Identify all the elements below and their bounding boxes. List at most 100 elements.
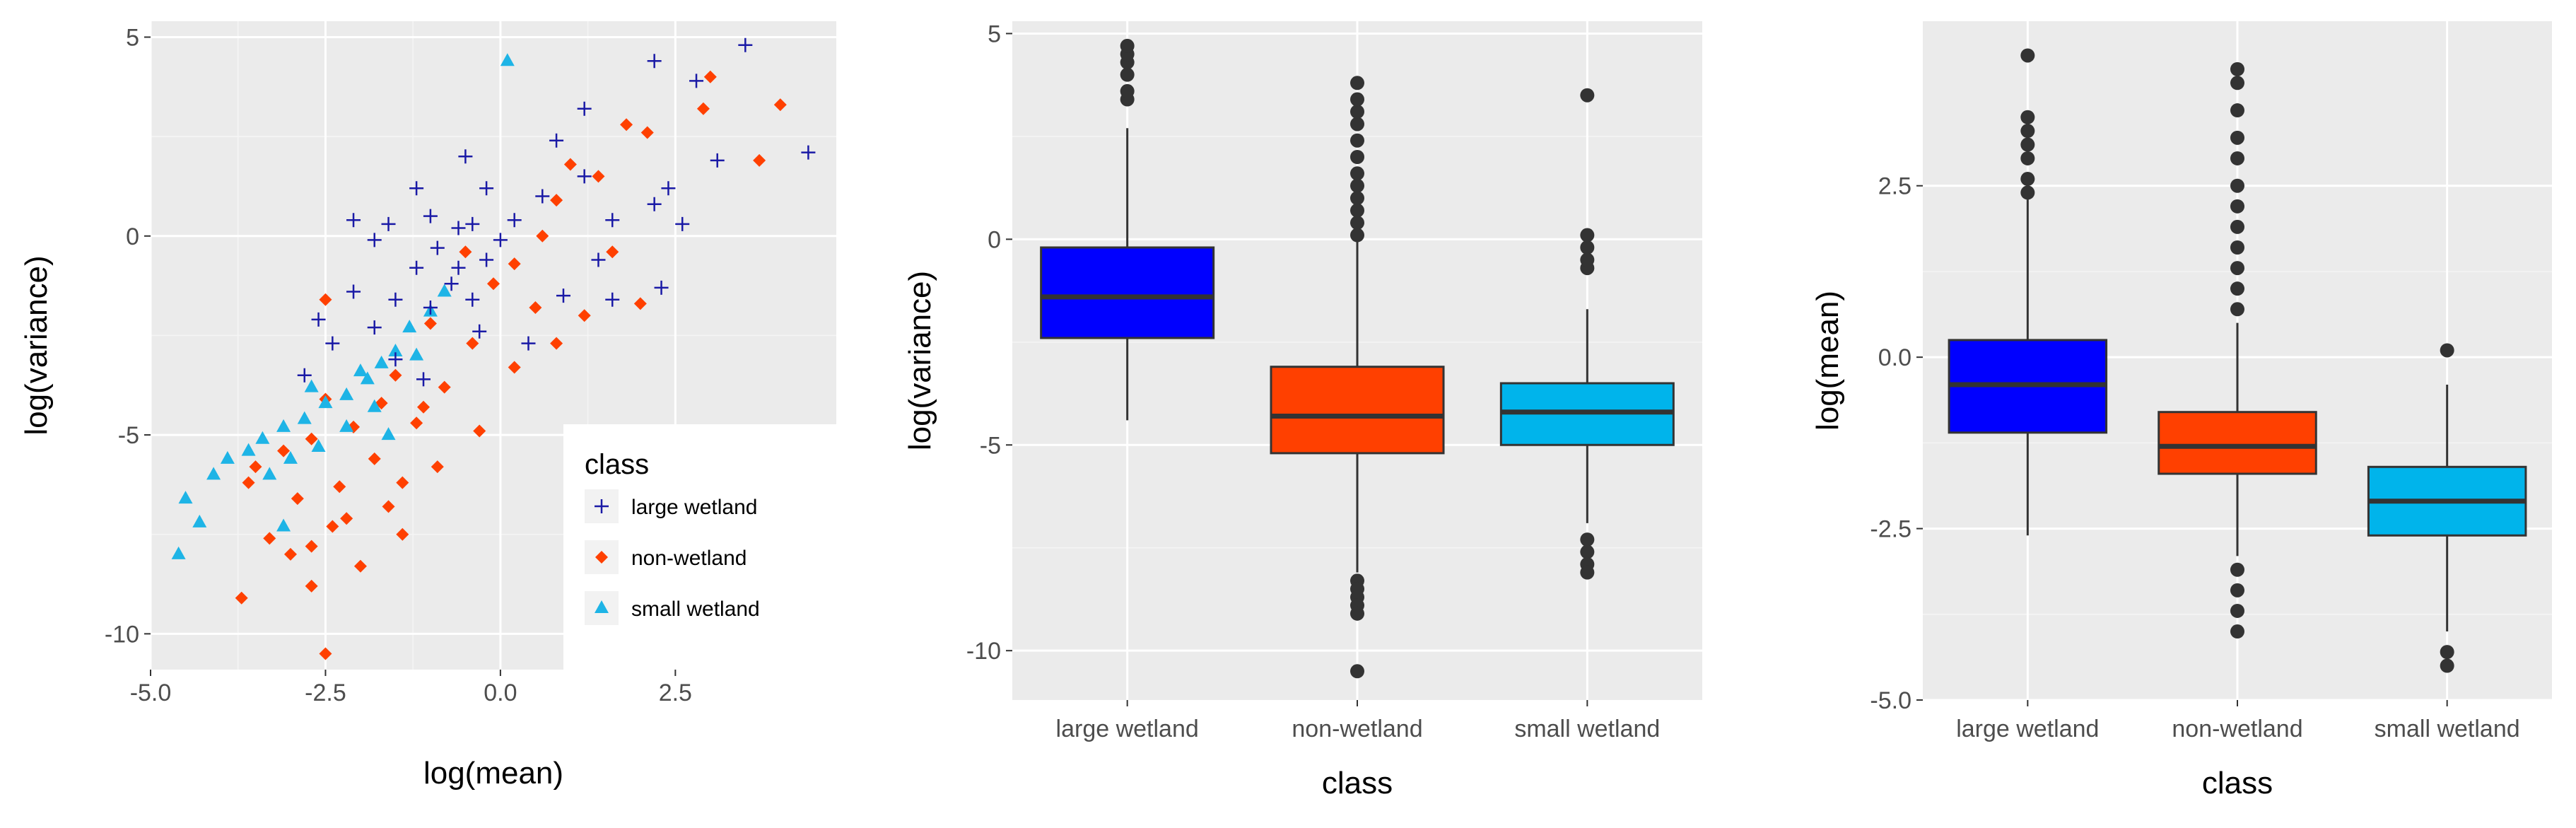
scatter-point-large-wetland bbox=[451, 221, 466, 235]
x-tick-label: small wetland bbox=[2375, 716, 2520, 742]
scatter-point-small-wetland bbox=[381, 427, 396, 441]
scatter-point-non-wetland bbox=[466, 337, 479, 350]
outlier-non-wetland bbox=[2230, 62, 2244, 76]
y-tick-label: 5 bbox=[988, 21, 1001, 47]
outlier-non-wetland bbox=[2230, 624, 2244, 639]
outlier-non-wetland bbox=[1350, 166, 1364, 181]
y-axis-title: log(variance) bbox=[903, 271, 937, 450]
y-axis-title: log(mean) bbox=[1810, 291, 1845, 431]
scatter-point-non-wetland bbox=[291, 492, 304, 506]
scatter-point-large-wetland bbox=[472, 324, 487, 339]
y-tick-label: 0 bbox=[988, 226, 1001, 253]
outlier-non-wetland bbox=[1350, 117, 1364, 132]
scatter-point-non-wetland bbox=[277, 444, 291, 457]
scatter-point-small-wetland bbox=[276, 518, 291, 532]
scatter-panel: -5.0 -2.5 0.0 2.5 5 0 -5 -10 log(mean) log(varian… bbox=[19, 21, 836, 791]
scatter-point-small-wetland bbox=[255, 431, 270, 444]
outlier-non-wetland bbox=[1350, 178, 1364, 193]
scatter-point-non-wetland bbox=[305, 579, 318, 593]
box-large-wetland bbox=[1040, 246, 1215, 339]
y-tick-label: -5.0 bbox=[1870, 687, 1911, 714]
x-axis-title: log(mean) bbox=[423, 756, 563, 791]
scatter-point-large-wetland bbox=[423, 301, 438, 315]
outlier-non-wetland bbox=[1350, 216, 1364, 231]
outlier-large-wetland bbox=[2020, 124, 2035, 139]
outlier-small-wetland bbox=[1580, 544, 1595, 559]
outlier-non-wetland bbox=[2230, 130, 2244, 145]
scatter-point-large-wetland bbox=[409, 181, 424, 196]
scatter-point-non-wetland bbox=[773, 98, 787, 112]
outlier-large-wetland bbox=[2020, 185, 2035, 200]
scatter-point-small-wetland bbox=[500, 53, 515, 66]
x-axis-title: class bbox=[1322, 766, 1393, 800]
scatter-point-large-wetland bbox=[444, 276, 459, 291]
scatter-point-non-wetland bbox=[696, 102, 710, 115]
scatter-point-large-wetland bbox=[416, 372, 431, 387]
scatter-point-non-wetland bbox=[578, 309, 591, 322]
legend-label: large wetland bbox=[631, 496, 757, 519]
scatter-point-large-wetland bbox=[388, 352, 403, 367]
legend-key-diamond bbox=[595, 551, 608, 564]
y-tick-label: -2.5 bbox=[1870, 516, 1911, 543]
outlier-non-wetland bbox=[2230, 240, 2244, 255]
outlier-small-wetland bbox=[1580, 88, 1595, 103]
scatter-point-small-wetland bbox=[262, 467, 277, 480]
scatter-point-non-wetland bbox=[563, 158, 577, 171]
scatter-point-large-wetland bbox=[605, 292, 620, 307]
outlier-non-wetland bbox=[1350, 191, 1364, 206]
x-tick-label: large wetland bbox=[1056, 716, 1199, 742]
scatter-point-large-wetland bbox=[423, 209, 438, 223]
mean-boxplot-panel: 2.5 0.0 -2.5 -5.0 large wetland non-wetland sm… bbox=[1810, 21, 2552, 800]
scatter-point-large-wetland bbox=[367, 320, 382, 335]
scatter-point-large-wetland bbox=[465, 292, 480, 307]
x-tick-label: large wetland bbox=[1956, 716, 2099, 742]
outlier-non-wetland bbox=[1350, 228, 1364, 243]
scatter-point-large-wetland bbox=[381, 216, 396, 231]
scatter-point-non-wetland bbox=[508, 257, 521, 271]
scatter-point-large-wetland bbox=[577, 101, 592, 116]
outlier-large-wetland bbox=[1120, 67, 1135, 82]
outlier-non-wetland bbox=[2230, 151, 2244, 165]
scatter-point-non-wetland bbox=[550, 194, 563, 207]
scatter-point-non-wetland bbox=[396, 527, 409, 541]
x-tick-label: -2.5 bbox=[305, 680, 346, 706]
outlier-non-wetland bbox=[2230, 583, 2244, 597]
outlier-non-wetland bbox=[2230, 219, 2244, 234]
y-tick-label: 0.0 bbox=[1878, 344, 1911, 371]
scatter-point-large-wetland bbox=[689, 74, 704, 88]
y-tick-label: 2.5 bbox=[1878, 173, 1911, 200]
y-tick-label: -10 bbox=[966, 638, 1001, 665]
y-tick-label: 5 bbox=[126, 25, 139, 52]
scatter-point-large-wetland bbox=[738, 37, 753, 52]
scatter-point-small-wetland bbox=[353, 363, 368, 377]
x-tick-label: -5.0 bbox=[130, 680, 172, 706]
outlier-non-wetland bbox=[2230, 261, 2244, 276]
scatter-point-non-wetland bbox=[753, 153, 766, 167]
scatter-point-large-wetland bbox=[367, 233, 382, 247]
outlier-small-wetland bbox=[1580, 228, 1595, 243]
legend-key-triangle bbox=[595, 600, 609, 613]
y-tick-label: -5 bbox=[118, 422, 139, 449]
scatter-point-non-wetland bbox=[319, 647, 332, 660]
scatter-point-small-wetland bbox=[276, 419, 291, 432]
scatter-point-small-wetland bbox=[304, 379, 319, 392]
scatter-point-small-wetland bbox=[178, 491, 193, 504]
scatter-point-non-wetland bbox=[487, 277, 500, 291]
box-non-wetland bbox=[1270, 366, 1445, 455]
outlier-small-wetland bbox=[2440, 645, 2454, 660]
scatter-point-non-wetland bbox=[382, 500, 395, 513]
scatter-point-non-wetland bbox=[417, 400, 431, 414]
scatter-point-small-wetland bbox=[339, 387, 354, 400]
scatter-point-non-wetland bbox=[640, 126, 654, 139]
scatter-point-large-wetland bbox=[556, 288, 570, 303]
scatter-point-large-wetland bbox=[549, 133, 564, 148]
scatter-point-large-wetland bbox=[801, 145, 816, 160]
outlier-non-wetland bbox=[1350, 105, 1364, 119]
scatter-point-large-wetland bbox=[346, 213, 361, 228]
scatter-point-large-wetland bbox=[654, 280, 669, 295]
scatter-point-non-wetland bbox=[389, 368, 402, 382]
scatter-point-non-wetland bbox=[305, 432, 318, 445]
scatter-point-large-wetland bbox=[507, 213, 522, 228]
scatter-point-small-wetland bbox=[360, 371, 375, 385]
